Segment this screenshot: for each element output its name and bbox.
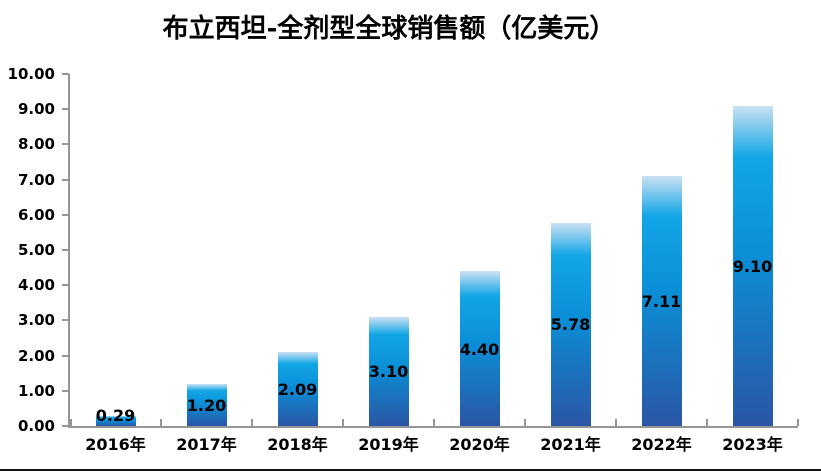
y-axis-tick <box>62 108 69 111</box>
y-tick-label: 3.00 <box>17 311 55 330</box>
chart-title: 布立西坦-全剂型全球销售额（亿美元） <box>162 14 616 44</box>
y-axis-tick <box>62 213 69 216</box>
y-tick-label: 6.00 <box>17 205 55 224</box>
bar-2023年 <box>732 105 773 426</box>
bottom-border-line <box>0 469 821 471</box>
x-axis-tick <box>524 419 526 426</box>
bar-2017年 <box>186 383 227 426</box>
bar-value-label: 4.40 <box>459 339 500 359</box>
x-axis-tick <box>251 419 253 426</box>
x-axis-tick <box>342 419 344 426</box>
x-axis-tick <box>615 419 617 426</box>
plot-area: 0.29 1.20 2.09 3.10 4.40 5.78 7.11 9.10 <box>68 74 799 428</box>
bar-value-label: 5.78 <box>550 315 591 335</box>
y-axis-tick <box>62 425 69 427</box>
y-axis-tick <box>62 143 69 146</box>
y-tick-label: 8.00 <box>17 135 55 154</box>
x-tick-label-2021年: 2021年 <box>540 435 601 454</box>
bar-2022年 <box>641 175 682 426</box>
y-tick-label: 10.00 <box>7 65 55 83</box>
y-axis-tick <box>62 73 69 75</box>
y-axis-tick <box>62 249 69 251</box>
y-axis-tick <box>62 389 69 392</box>
x-tick-label-2016年: 2016年 <box>85 435 146 454</box>
x-tick-label-2018年: 2018年 <box>267 435 328 454</box>
x-tick-label-2023年: 2023年 <box>722 435 783 454</box>
y-axis-tick <box>62 178 69 181</box>
bar-2016年 <box>95 415 136 426</box>
y-tick-label: 2.00 <box>17 346 55 365</box>
x-axis-tick <box>70 419 72 426</box>
y-tick-label: 1.00 <box>17 381 55 400</box>
bar-2019年 <box>368 316 409 426</box>
x-axis-tick <box>706 419 708 426</box>
y-axis-tick <box>62 354 69 357</box>
y-axis-tick <box>62 319 69 322</box>
y-tick-label: 4.00 <box>17 276 55 295</box>
y-tick-label: 9.00 <box>17 100 55 119</box>
bar-2021年 <box>550 222 591 426</box>
x-axis-tick <box>160 419 162 426</box>
y-axis-tick <box>62 284 69 287</box>
x-axis-tick <box>433 419 435 426</box>
bar-value-label: 9.10 <box>732 256 773 276</box>
x-tick-label-2017年: 2017年 <box>176 435 237 454</box>
bar-2020年 <box>459 271 500 426</box>
x-tick-label-2020年: 2020年 <box>449 435 510 454</box>
bar-value-label: 0.29 <box>95 406 136 425</box>
bar-value-label: 7.11 <box>641 291 682 311</box>
bar-2018年 <box>277 352 318 426</box>
bar-value-label: 1.20 <box>186 395 227 415</box>
bar-value-label: 2.09 <box>277 380 318 400</box>
y-tick-label: 7.00 <box>17 170 55 189</box>
bar-value-label: 3.10 <box>368 362 409 382</box>
x-axis-tick <box>797 419 799 426</box>
x-tick-label-2022年: 2022年 <box>631 435 692 454</box>
y-tick-label: 0.00 <box>17 417 55 435</box>
x-tick-label-2019年: 2019年 <box>358 435 419 454</box>
y-tick-label: 5.00 <box>17 241 55 259</box>
